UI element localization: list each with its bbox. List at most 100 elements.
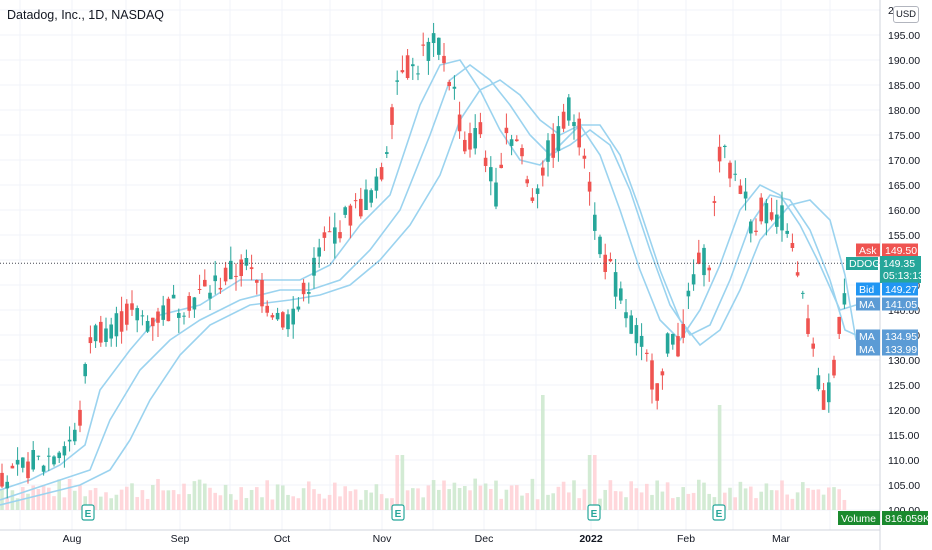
volume-bar [379, 494, 384, 510]
volume-bar [473, 478, 477, 510]
candle-body [697, 252, 701, 264]
volume-bar [790, 498, 795, 510]
ma2-tag-value: 134.95 [885, 331, 917, 343]
bid-tag-label-bg [856, 282, 880, 296]
volume-bar [832, 487, 836, 510]
volume-bar [135, 497, 139, 510]
volume-bar [671, 498, 675, 510]
volume-bar [686, 493, 691, 510]
candle-body [483, 157, 488, 166]
bid-tag-value: 149.27 [885, 284, 917, 296]
candle-body [504, 127, 509, 134]
candle-body [587, 181, 592, 192]
candle-body [187, 295, 191, 311]
x-tick-label: Sep [171, 533, 190, 545]
volume-bar [125, 486, 129, 510]
candle-body [62, 446, 67, 456]
candle-body [676, 336, 680, 357]
candle-body [203, 279, 207, 287]
candle-body [338, 232, 342, 239]
candle-body [369, 190, 373, 203]
volume-bar [577, 498, 581, 510]
volume-bar [499, 498, 503, 510]
volume-bar [691, 492, 696, 510]
candle-body [728, 162, 732, 179]
candle-body [322, 232, 327, 238]
volume-bar [650, 494, 654, 510]
ma-line-1 [0, 59, 857, 491]
candle-body [442, 55, 446, 64]
volume-bar [234, 499, 238, 510]
volume-bar [197, 479, 202, 510]
volume-bar [509, 485, 514, 510]
candle-body [47, 455, 51, 457]
y-tick-label: 155.00 [888, 230, 920, 242]
candle-body [837, 316, 841, 334]
ma1-tag-label-bg [856, 297, 880, 311]
candle-body [239, 259, 243, 277]
candle-body [270, 315, 275, 318]
candle-body [359, 198, 363, 217]
volume-bar [556, 486, 561, 510]
candle-body [114, 313, 119, 337]
candle-body [15, 459, 20, 465]
candle-body [52, 456, 56, 465]
candle-body [5, 481, 9, 489]
volume-bar [41, 485, 46, 510]
earnings-marker[interactable] [391, 504, 405, 521]
volume-bar [681, 487, 685, 510]
candle-body [556, 126, 561, 151]
candle-body [301, 282, 306, 295]
earnings-marker[interactable] [712, 504, 726, 521]
volume-bar [151, 485, 155, 510]
volume-bar [130, 483, 134, 510]
candle-body [478, 122, 483, 135]
candle-body [171, 294, 176, 299]
candle-body [400, 70, 405, 73]
ma3-tag-value: 133.99 [885, 344, 917, 356]
candle-body [515, 139, 519, 142]
volume-bar [613, 491, 618, 510]
volume-bar [769, 490, 774, 510]
ma2-tag-label: MA [859, 331, 875, 343]
volume-bar [660, 491, 665, 510]
ddog-tag-value: 149.35 [883, 258, 915, 270]
ma1-tag-value-bg [882, 297, 918, 311]
volume-bar [338, 496, 342, 510]
x-tick-label: Nov [373, 533, 392, 545]
volume-bar [463, 486, 467, 510]
earnings-marker[interactable] [81, 504, 95, 521]
candle-body [499, 164, 503, 169]
volume-bar [717, 405, 722, 510]
currency-button[interactable]: USD [893, 6, 919, 23]
candle-body [759, 197, 763, 222]
volume-bar [811, 489, 815, 510]
volume-tag-value: 816.059K [885, 513, 930, 525]
x-tick-label: 2022 [579, 533, 603, 545]
candle-body [832, 359, 836, 376]
candle-body [749, 221, 753, 234]
volume-bar [795, 492, 800, 510]
candle-body [551, 133, 555, 158]
ma1-tag-value: 141.05 [885, 299, 917, 311]
volume-bar [208, 487, 212, 510]
candle-body [151, 317, 155, 327]
volume-bar [489, 488, 493, 510]
candle-body [99, 321, 103, 343]
candle-body [161, 305, 165, 320]
volume-bar [52, 496, 56, 510]
volume-bar [759, 491, 763, 510]
earnings-marker[interactable] [587, 504, 601, 521]
volume-bar [603, 489, 607, 510]
candle-body [31, 450, 35, 470]
volume-bar [567, 492, 571, 510]
volume-bar [161, 490, 165, 510]
candle-body [21, 457, 25, 468]
volume-bar [203, 483, 207, 510]
volume-bar [421, 497, 425, 510]
candle-body [671, 333, 675, 345]
candle-body [743, 191, 748, 199]
candle-body [764, 203, 769, 224]
candle-body [645, 352, 649, 354]
